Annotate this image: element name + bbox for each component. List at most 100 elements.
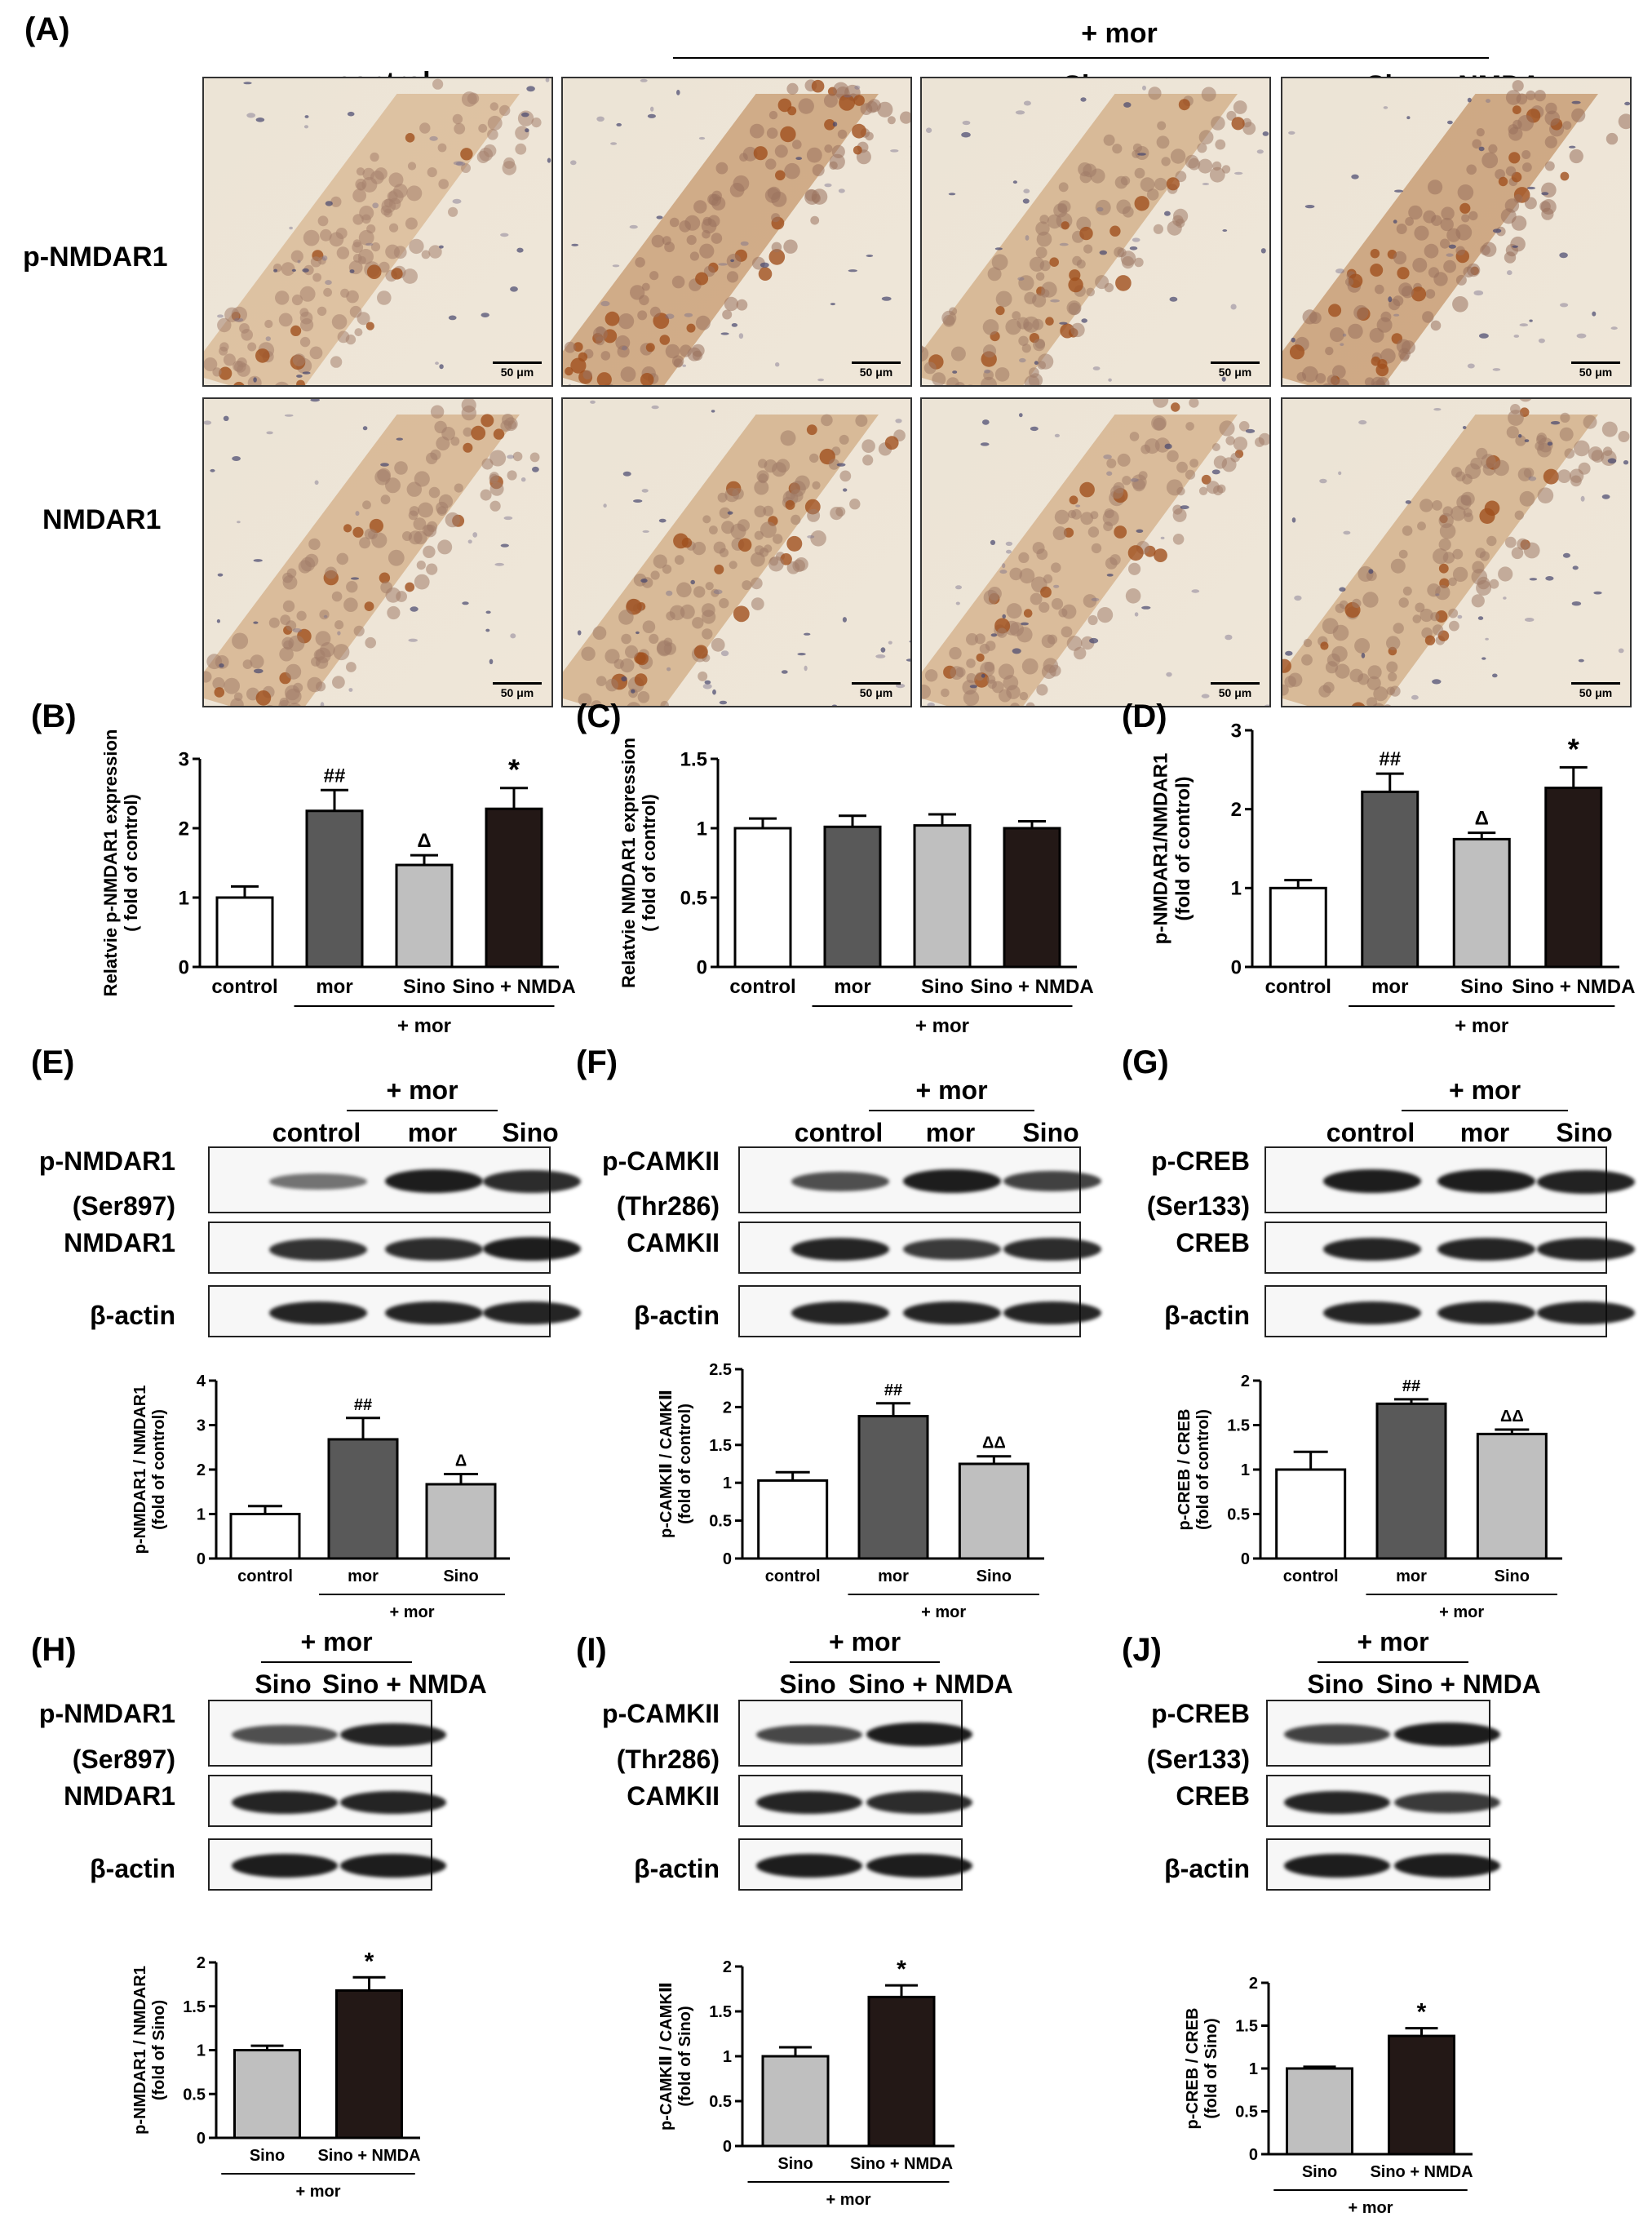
chart-f-y-tick-label: 0	[723, 1550, 732, 1568]
chart-d-significance-mark: *	[1568, 732, 1579, 765]
blot-band	[1537, 1238, 1635, 1261]
chart-f-bar-mor	[857, 1415, 929, 1560]
chart-f-y-tick-label: 0.5	[709, 1513, 732, 1531]
blot-band	[483, 1237, 581, 1261]
panel-letter-a: (A)	[24, 11, 70, 47]
blot-h-row-label: (Ser897)	[72, 1745, 175, 1774]
chart-b-significance-mark: ##	[324, 765, 346, 787]
blot-band	[1323, 1238, 1421, 1261]
panel-a-row-label-nmdar1: NMDAR1	[42, 504, 162, 535]
blot-e-lane-label: control	[272, 1118, 361, 1147]
chart-c-y-label: Relatvie NMDAR1 expression	[618, 738, 639, 988]
blot-j-membrane	[1266, 1838, 1500, 1891]
chart-g-y-tick-label: 1.5	[1227, 1417, 1250, 1435]
chart-c-y-tick-label: 1	[697, 818, 707, 840]
chart-f-group-label: + mor	[921, 1603, 966, 1621]
chart-i-y-label: (fold of Sino)	[676, 2006, 694, 2106]
blot-h-membrane	[208, 1700, 446, 1767]
scale-bar: 50 μm	[493, 361, 542, 379]
chart-g-category-label: Sino	[1495, 1567, 1530, 1585]
micrograph-nmdar1-control: 50 μm	[202, 397, 553, 707]
blot-j-row-label: β-actin	[1164, 1854, 1250, 1883]
chart-g-y-label: p-CREB / CREB	[1176, 1409, 1194, 1531]
chart-h: 0 0.5 1 1.5 2 p-NMDAR1 / NMDAR1 (fold of Sino)…	[131, 1948, 421, 2201]
chart-f-y-tick-label: 1.5	[709, 1437, 732, 1455]
chart-j-category-label: Sino	[1302, 2163, 1337, 2181]
panel-letter-d: (D)	[1122, 698, 1167, 734]
blot-j-membrane	[1266, 1775, 1500, 1827]
blot-e-row-label: NMDAR1	[64, 1228, 175, 1257]
chart-d-y-label: (fold of control)	[1172, 776, 1194, 920]
micrograph-p-nmdar1-sino-nmda: 50 μm	[1281, 77, 1632, 387]
blot-band	[791, 1238, 889, 1261]
chart-i-y-tick-label: 2	[723, 1958, 732, 1976]
blot-band	[756, 1791, 862, 1814]
blot-i-group-label: + mor	[828, 1627, 901, 1656]
chart-b-category-label: Sino + NMDA	[452, 976, 575, 998]
blot-band	[1537, 1301, 1635, 1324]
chart-g-y-tick-label: 1	[1241, 1461, 1250, 1479]
scale-bar-line	[852, 361, 901, 364]
scale-bar-label: 50 μm	[500, 686, 534, 699]
chart-i-category-label: Sino + NMDA	[850, 2155, 953, 2173]
micrograph-nmdar1-sino-nmda: 50 μm	[1281, 397, 1632, 707]
chart-j-group-label: + mor	[1348, 2199, 1393, 2217]
blot-e-row-label: p-NMDAR1	[38, 1146, 175, 1176]
panel-a-group-bracket	[673, 57, 1489, 59]
blot-g-group-label: + mor	[1448, 1075, 1521, 1105]
scale-bar: 50 μm	[1211, 361, 1260, 379]
chart-h-bar-sino-nmda	[335, 1989, 403, 2139]
blot-h-group-bracket	[261, 1661, 412, 1663]
chart-j-y-tick-label: 0	[1249, 2146, 1258, 2164]
chart-i-y-tick-label: 0	[723, 2138, 732, 2156]
blot-f-lane-label: Sino	[1022, 1118, 1079, 1147]
chart-c-y-label: ( fold of control)	[639, 794, 659, 932]
chart-f-significance-mark: ΔΔ	[982, 1434, 1006, 1452]
chart-f-y-label: p-CAMKⅡ / CAMKⅡ	[658, 1390, 675, 1538]
blot-f-row-label: (Thr286)	[616, 1191, 720, 1221]
chart-g-y-label: (fold of control)	[1194, 1409, 1212, 1530]
scale-bar-label: 50 μm	[500, 366, 534, 379]
blot-band	[483, 1301, 581, 1324]
micrograph-nmdar1-sino: 50 μm	[920, 397, 1271, 707]
blot-i-lane-label: Sino + NMDA	[848, 1669, 1013, 1699]
blot-band	[385, 1169, 483, 1193]
blot-f-membrane	[738, 1146, 1101, 1213]
blot-g-row-label: (Ser133)	[1146, 1191, 1250, 1221]
chart-b-y-tick-label: 1	[179, 887, 189, 909]
scale-bar: 50 μm	[1571, 361, 1620, 379]
chart-e-significance-mark: Δ	[455, 1452, 467, 1470]
chart-h-group-label: + mor	[295, 2183, 340, 2201]
scale-bar-label: 50 μm	[1579, 686, 1613, 699]
blot-band	[866, 1854, 972, 1878]
micrograph-p-nmdar1-mor: 50 μm	[561, 77, 912, 387]
blot-e-row-label: (Ser897)	[72, 1191, 175, 1221]
scale-bar-label: 50 μm	[1218, 366, 1252, 379]
blot-j-membrane	[1266, 1700, 1500, 1767]
blot-f-lane-label: control	[794, 1118, 884, 1147]
chart-f-y-tick-label: 2.5	[709, 1361, 732, 1379]
chart-b-y-label: Relatvie p-NMDAR1 expression	[100, 729, 121, 997]
blot-g-row-label: CREB	[1176, 1228, 1250, 1257]
chart-f-bar-sino	[958, 1462, 1030, 1560]
chart-e-y-label: (fold of control)	[150, 1409, 168, 1530]
blot-band	[1437, 1301, 1535, 1324]
chart-i-bar-sino-nmda	[867, 1995, 936, 2148]
blot-band	[1003, 1238, 1101, 1261]
panel-letter-c: (C)	[576, 698, 622, 734]
scale-bar-label: 50 μm	[1218, 686, 1252, 699]
chart-j-y-label: (fold of Sino)	[1202, 2018, 1220, 2118]
chart-j-bar-sino-nmda	[1388, 2034, 1455, 2156]
chart-d-y-tick-label: 3	[1231, 720, 1242, 742]
panel-letter-b: (B)	[31, 698, 77, 734]
blot-e-membrane	[208, 1146, 581, 1213]
chart-e-category-label: control	[237, 1567, 293, 1585]
chart-e-category-label: Sino	[443, 1567, 478, 1585]
chart-f-category-label: control	[765, 1567, 821, 1585]
chart-d-bar-sino	[1452, 837, 1511, 969]
chart-h-bar-sino	[233, 2049, 301, 2139]
chart-f-category-label: mor	[878, 1567, 909, 1585]
chart-g-category-label: mor	[1396, 1567, 1427, 1585]
chart-b-category-label: mor	[316, 976, 352, 998]
chart-j-y-label: p-CREB / CREB	[1184, 2008, 1202, 2130]
